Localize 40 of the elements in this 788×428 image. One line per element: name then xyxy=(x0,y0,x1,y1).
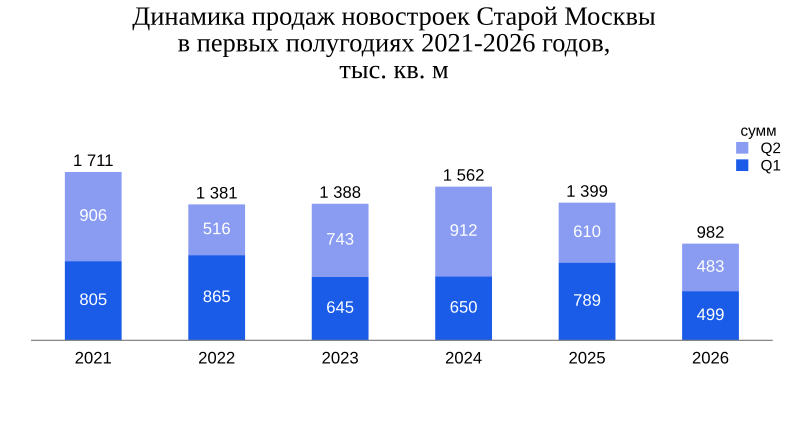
total-label: 1 562 xyxy=(444,169,484,181)
bar xyxy=(64,172,122,262)
total-label: 1 388 xyxy=(320,186,360,198)
bar xyxy=(435,276,492,340)
legend-label: Q2 xyxy=(761,142,780,156)
legend-title: сумм xyxy=(741,128,776,139)
data-label: 483 xyxy=(696,260,724,272)
x-tick-label: 2022 xyxy=(199,352,234,364)
bar xyxy=(435,186,492,276)
bar xyxy=(558,262,616,340)
total-label: 1 381 xyxy=(197,186,237,199)
data-label: 906 xyxy=(80,209,106,221)
data-label: 650 xyxy=(450,300,477,313)
data-label: 912 xyxy=(450,224,477,236)
x-tick-label: 2023 xyxy=(322,352,358,364)
bar xyxy=(558,202,616,263)
bar xyxy=(64,261,122,340)
x-tick-label: 2026 xyxy=(692,352,728,364)
total-label: 1 711 xyxy=(74,154,113,166)
data-label: 516 xyxy=(203,222,230,234)
data-label: 610 xyxy=(574,225,600,238)
bar xyxy=(682,244,739,292)
bar xyxy=(312,276,369,340)
data-label: 743 xyxy=(327,232,354,245)
bar xyxy=(188,255,246,340)
data-label: 805 xyxy=(80,293,106,306)
x-tick-label: 2025 xyxy=(569,352,605,364)
bar xyxy=(312,204,369,277)
data-label: 645 xyxy=(327,301,354,314)
x-tick-label: 2021 xyxy=(76,352,111,364)
data-label: 789 xyxy=(574,294,600,306)
total-label: 982 xyxy=(697,226,724,238)
bar xyxy=(682,291,739,340)
data-label: 499 xyxy=(696,308,724,320)
legend-label: Q1 xyxy=(761,160,780,174)
chart-title: Динамика продаж новостроек Старой Москвы в первых полугодиях 2021-2026 годов, тыс. кв. м xyxy=(132,6,656,79)
bar xyxy=(188,204,246,256)
total-label: 1 399 xyxy=(567,185,608,197)
data-label: 865 xyxy=(204,290,230,302)
x-tick-label: 2024 xyxy=(446,352,482,364)
